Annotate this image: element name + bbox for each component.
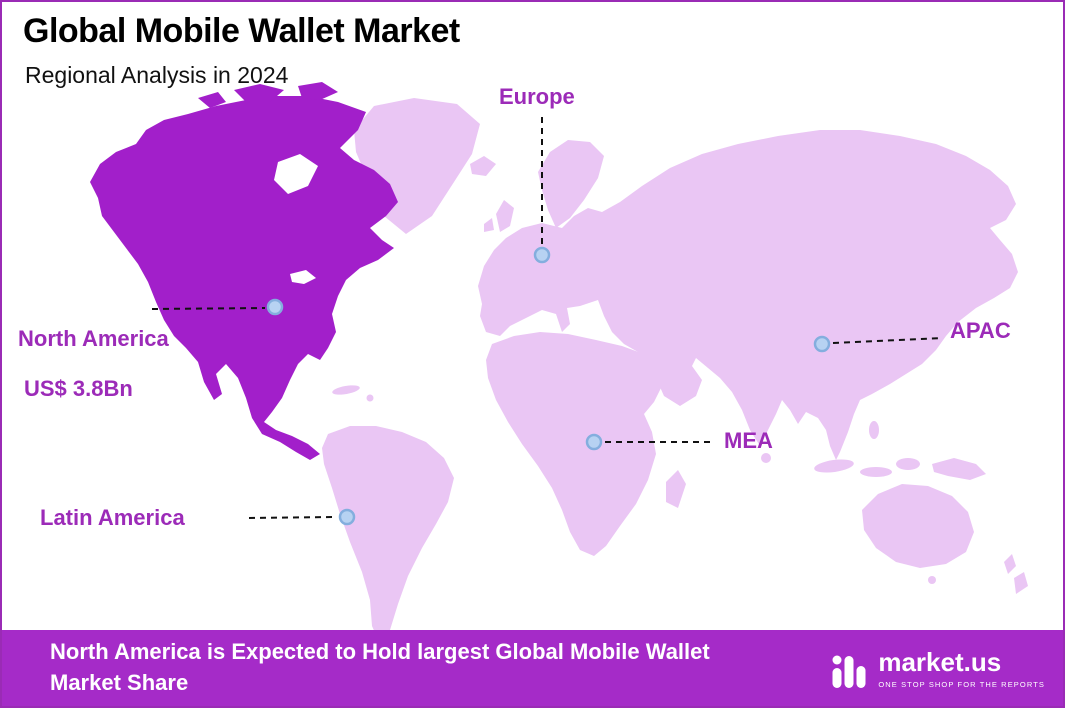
landmass-java [860,467,892,477]
footer-message: North America is Expected to Hold larges… [50,639,710,695]
continent-north-america [90,96,398,460]
leader-line-apac [832,337,943,344]
region-label-mea: MEA [724,428,773,453]
landmass-scandinavia [538,140,604,228]
landmass-borneo [896,458,920,470]
landmass-japan [928,254,964,314]
landmass-sri-lanka [761,453,771,463]
region-label-latin-america: Latin America [40,505,185,530]
landmass-sumatra [814,459,854,473]
page-subtitle: Regional Analysis in 2024 [25,62,289,88]
brand-block: market.us ONE STOP SHOP FOR THE REPORTS [830,646,1045,692]
landmass-tasmania [928,576,936,584]
landmass-arctic-islands [198,82,338,108]
landmass-philippines [869,421,879,439]
continent-africa [486,332,662,556]
brand-name: market.us [878,647,1002,678]
brand-text: market.us ONE STOP SHOP FOR THE REPORTS [878,647,1045,689]
marker-apac [813,335,831,353]
market-us-logo-icon [832,655,866,688]
leader-line-latin-america [248,516,336,519]
landmass-new-guinea [932,458,986,480]
page-title: Global Mobile Wallet Market [23,12,460,50]
region-label-apac: APAC [950,318,1011,343]
landmass-iceland [470,156,496,176]
marker-mea [585,433,603,451]
landmass-ireland [484,218,494,232]
continent-australia [862,484,974,568]
landmass-new-zealand [1004,554,1028,594]
marker-latin-america [338,508,356,526]
footer-banner: North America is Expected to Hold larges… [2,630,1063,706]
landmass-cuba [332,385,360,395]
marker-north-america [266,298,284,316]
landmass-uk [496,200,514,232]
marker-europe [533,246,551,264]
region-value-north-america: US$ 3.8Bn [24,376,133,401]
leader-line-north-america [151,307,266,310]
region-label-north-america: North America [18,326,169,351]
landmass-hispaniola [366,394,374,402]
continent-south-america [322,426,454,644]
brand-tagline: ONE STOP SHOP FOR THE REPORTS [878,679,1045,689]
continent-eurasia [478,130,1018,460]
region-label-europe: Europe [499,84,575,109]
landmass-madagascar [666,470,686,508]
